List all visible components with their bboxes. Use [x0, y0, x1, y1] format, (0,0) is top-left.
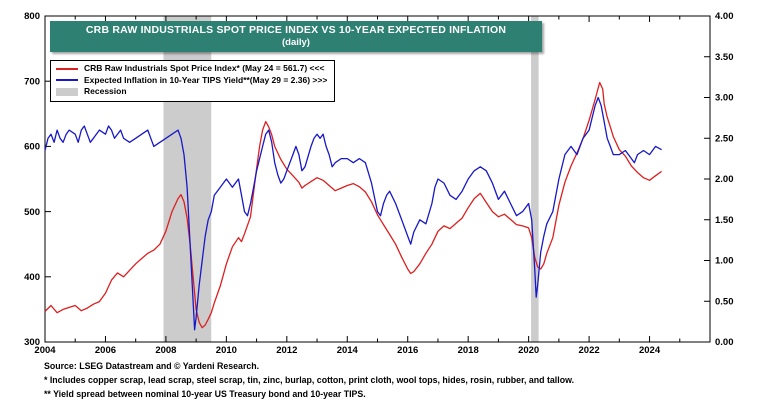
svg-text:2008: 2008 — [155, 345, 176, 356]
svg-text:800: 800 — [24, 11, 40, 22]
footnote-1: * Includes copper scrap, lead scrap, ste… — [44, 375, 575, 385]
svg-text:500: 500 — [24, 207, 40, 218]
legend-label-recession: Recession — [84, 86, 127, 96]
svg-text:2018: 2018 — [458, 345, 479, 356]
legend-label-tips: Expected Inflation in 10-Year TIPS Yield… — [84, 74, 328, 85]
svg-text:300: 300 — [24, 337, 40, 348]
svg-text:4.00: 4.00 — [715, 11, 734, 22]
svg-text:2014: 2014 — [337, 345, 359, 356]
svg-text:2010: 2010 — [216, 345, 237, 356]
svg-text:1.50: 1.50 — [715, 215, 734, 226]
footnote-2: ** Yield spread between nominal 10-year … — [44, 389, 366, 399]
svg-text:2004: 2004 — [34, 345, 56, 356]
svg-text:400: 400 — [24, 272, 40, 283]
svg-text:3.00: 3.00 — [715, 93, 734, 104]
chart-subtitle: (daily) — [282, 37, 310, 48]
svg-text:3.50: 3.50 — [715, 52, 734, 63]
recession-swatch-icon — [56, 87, 78, 96]
tips-line-swatch-icon — [56, 79, 78, 82]
chart-title: CRB RAW INDUSTRIALS SPOT PRICE INDEX VS … — [85, 24, 507, 36]
legend: CRB Raw Industrials Spot Price Index* (M… — [50, 60, 336, 102]
svg-text:2.00: 2.00 — [715, 174, 734, 185]
source-note: Source: LSEG Datastream and © Yardeni Re… — [44, 361, 260, 371]
legend-item-recession: Recession — [56, 86, 327, 98]
svg-text:1.00: 1.00 — [715, 256, 734, 267]
svg-text:2016: 2016 — [397, 345, 418, 356]
chart-canvas: 300 400 500 600 700 800 0.00 0.50 1.00 1.50 2.00 2.… — [24, 11, 734, 356]
chart-title-banner: CRB RAW INDUSTRIALS SPOT PRICE INDEX VS … — [50, 21, 542, 52]
svg-text:2022: 2022 — [579, 345, 600, 356]
svg-text:2020: 2020 — [518, 345, 539, 356]
legend-item-crb: CRB Raw Industrials Spot Price Index* (M… — [56, 63, 327, 75]
svg-text:0.50: 0.50 — [715, 296, 734, 307]
svg-text:600: 600 — [24, 142, 40, 153]
crb-line-swatch-icon — [56, 67, 78, 70]
footnotes: Source: LSEG Datastream and © Yardeni Re… — [44, 359, 574, 401]
svg-text:700: 700 — [24, 76, 40, 87]
svg-text:2012: 2012 — [276, 345, 297, 356]
svg-text:2024: 2024 — [639, 345, 661, 356]
legend-item-tips: Expected Inflation in 10-Year TIPS Yield… — [56, 75, 327, 87]
svg-text:2006: 2006 — [95, 345, 116, 356]
svg-text:2.50: 2.50 — [715, 133, 734, 144]
legend-label-crb: CRB Raw Industrials Spot Price Index* (M… — [84, 63, 325, 73]
svg-text:0.00: 0.00 — [715, 337, 734, 348]
